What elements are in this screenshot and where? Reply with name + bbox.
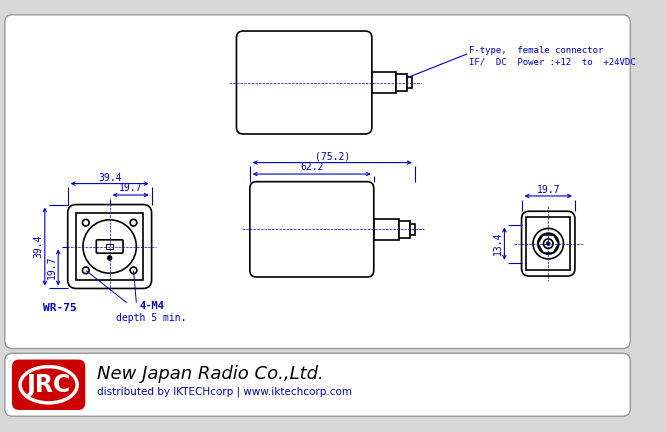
Text: 62.2: 62.2 [300, 162, 324, 172]
Text: 19.7: 19.7 [47, 256, 57, 279]
Text: 19.7: 19.7 [537, 185, 560, 195]
Text: distributed by IKTECHcorp | www.iktechcorp.com: distributed by IKTECHcorp | www.iktechco… [97, 386, 352, 397]
Text: (75.2): (75.2) [314, 152, 350, 162]
Text: WR-75: WR-75 [43, 302, 77, 312]
Circle shape [107, 256, 112, 260]
Bar [396, 74, 407, 91]
Bar [106, 244, 113, 249]
Text: 39.4: 39.4 [33, 235, 43, 258]
FancyBboxPatch shape [236, 31, 372, 134]
Bar [372, 72, 396, 93]
FancyBboxPatch shape [13, 361, 84, 409]
Text: IF/  DC  Power :+12  to  +24VDC: IF/ DC Power :+12 to +24VDC [469, 57, 636, 66]
Bar [410, 224, 415, 235]
Bar [526, 217, 570, 270]
Text: 13.4: 13.4 [493, 232, 503, 255]
Text: 4-M4: 4-M4 [139, 301, 164, 311]
Text: JRC: JRC [27, 373, 71, 397]
Text: 39.4: 39.4 [98, 173, 121, 183]
Bar [407, 77, 412, 88]
Text: F-type,  female connector: F-type, female connector [469, 46, 603, 54]
FancyBboxPatch shape [5, 353, 630, 416]
Bar [398, 221, 410, 238]
Circle shape [546, 242, 550, 245]
Text: depth 5 min.: depth 5 min. [117, 313, 187, 323]
Bar [77, 213, 143, 280]
FancyBboxPatch shape [250, 182, 374, 277]
FancyBboxPatch shape [5, 15, 630, 349]
Text: 19.7: 19.7 [119, 183, 143, 194]
FancyBboxPatch shape [521, 211, 575, 276]
Text: New Japan Radio Co.,Ltd.: New Japan Radio Co.,Ltd. [97, 365, 324, 383]
FancyBboxPatch shape [68, 205, 152, 289]
Bar [374, 219, 398, 240]
